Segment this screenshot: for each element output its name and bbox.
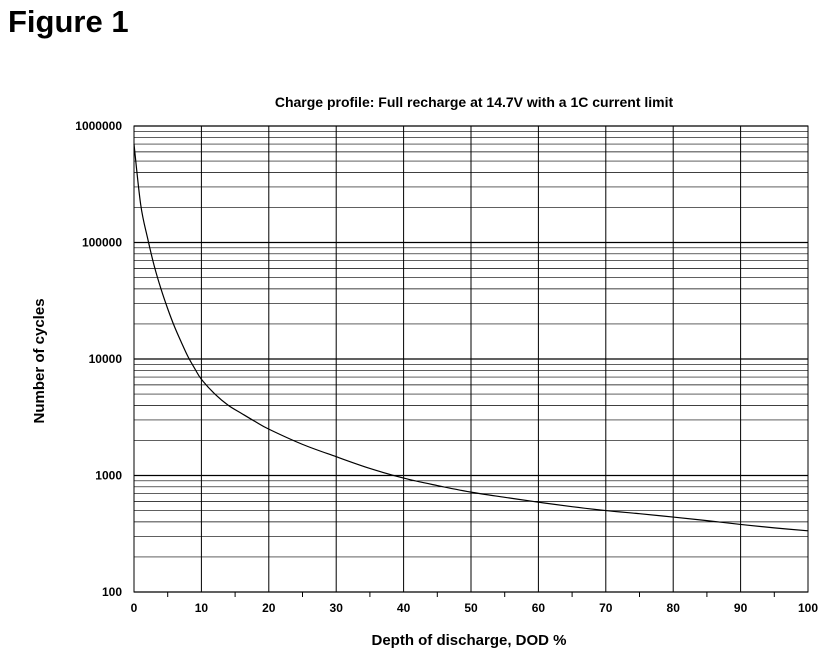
figure-label: Figure 1 <box>8 4 129 39</box>
plot-frame <box>133 125 809 593</box>
x-tick-label: 70 <box>599 601 613 615</box>
y-tick-label: 100 <box>102 585 122 599</box>
x-tick-labels: 0 10 20 30 40 50 60 70 80 90 100 <box>131 601 819 615</box>
x-tick-label: 40 <box>397 601 411 615</box>
cycle-life-curve <box>133 143 809 532</box>
y-tick-label: 1000000 <box>75 119 122 133</box>
x-tick-label: 60 <box>532 601 546 615</box>
y-tick-label: 1000 <box>95 469 122 483</box>
x-tick-label: 100 <box>798 601 818 615</box>
y-tick-labels: 100 1000 10000 100000 1000000 <box>75 119 122 599</box>
x-tick-label: 10 <box>195 601 209 615</box>
major-gridlines <box>133 125 809 597</box>
y-axis-label: Number of cycles <box>31 298 48 423</box>
x-tick-label: 90 <box>734 601 748 615</box>
x-axis-label: Depth of discharge, DOD % <box>371 632 566 649</box>
x-tick-label: 80 <box>667 601 681 615</box>
chart-title: Charge profile: Full recharge at 14.7V w… <box>275 94 674 110</box>
x-tick-label: 30 <box>330 601 344 615</box>
y-tick-label: 100000 <box>82 236 122 250</box>
y-tick-label: 10000 <box>89 352 123 366</box>
x-tick-label: 50 <box>464 601 478 615</box>
x-tick-label: 0 <box>131 601 138 615</box>
x-tick-label: 20 <box>262 601 276 615</box>
